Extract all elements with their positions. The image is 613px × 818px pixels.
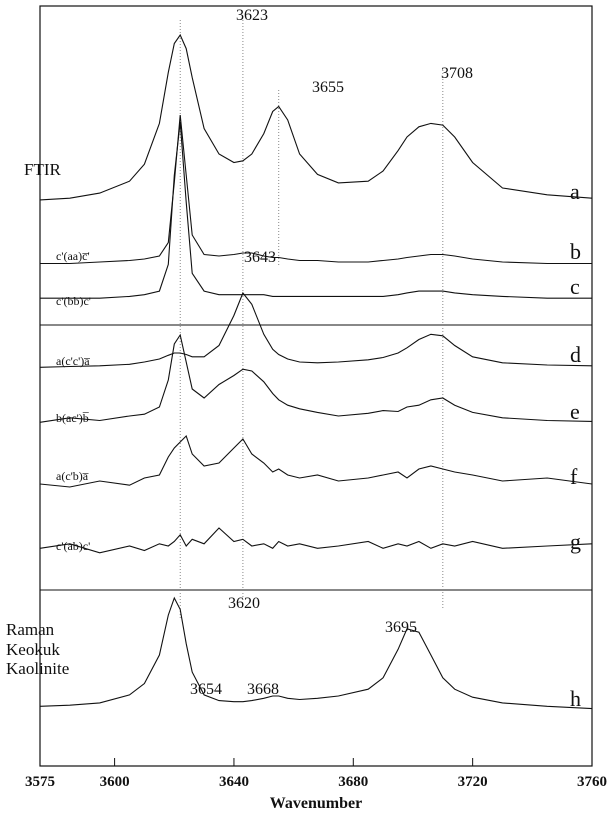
spectrum — [39, 33, 593, 201]
x-tick-label: 3575 — [25, 774, 55, 790]
spectrum — [39, 333, 593, 423]
trace-label: Raman Keokuk Kaolinite — [6, 620, 70, 679]
peak-label: 3655 — [312, 79, 344, 96]
peak-label: 3695 — [385, 619, 417, 636]
spectrum — [39, 434, 593, 488]
trace-letter: h — [570, 686, 581, 711]
spectrum — [39, 291, 593, 368]
trace-letter: a — [570, 179, 580, 204]
trace-label: a(c'b)a̅ — [56, 469, 89, 483]
peak-label: 3620 — [228, 595, 260, 612]
trace-letter: f — [570, 464, 578, 489]
trace-label: a(c'c')a̅ — [56, 354, 90, 368]
spectrum — [40, 121, 592, 299]
x-tick-label: 3600 — [100, 774, 130, 790]
trace-label: c'(aa)c̅' — [56, 249, 90, 263]
peak-label: 3708 — [441, 65, 473, 82]
plot-frame — [39, 5, 593, 767]
peak-label: 3654 — [190, 681, 222, 698]
x-tick-label: 3720 — [458, 774, 488, 790]
peak-label: 3623 — [236, 7, 268, 24]
peak-label: 3668 — [247, 681, 279, 698]
trace-letter: b — [570, 239, 581, 264]
trace-label: FTIR — [24, 160, 61, 179]
trace-letter: c — [570, 274, 580, 299]
spectrum — [40, 114, 592, 265]
x-tick-label: 3640 — [219, 774, 249, 790]
trace-letter: e — [570, 399, 580, 424]
trace-letter: g — [570, 529, 581, 554]
x-axis-title: Wavenumber — [270, 795, 362, 812]
x-tick-label: 3680 — [338, 774, 368, 790]
trace-label: c'(ab)c' — [56, 539, 91, 553]
x-tick-label: 3760 — [577, 774, 607, 790]
spectrum — [39, 527, 593, 554]
trace-label: c'(bb)c̅' — [56, 294, 91, 308]
trace-label: b(ac')b̅ — [56, 411, 89, 425]
trace-letter: d — [570, 342, 581, 367]
spectrum — [39, 596, 593, 710]
peak-label: 3643 — [244, 249, 276, 266]
